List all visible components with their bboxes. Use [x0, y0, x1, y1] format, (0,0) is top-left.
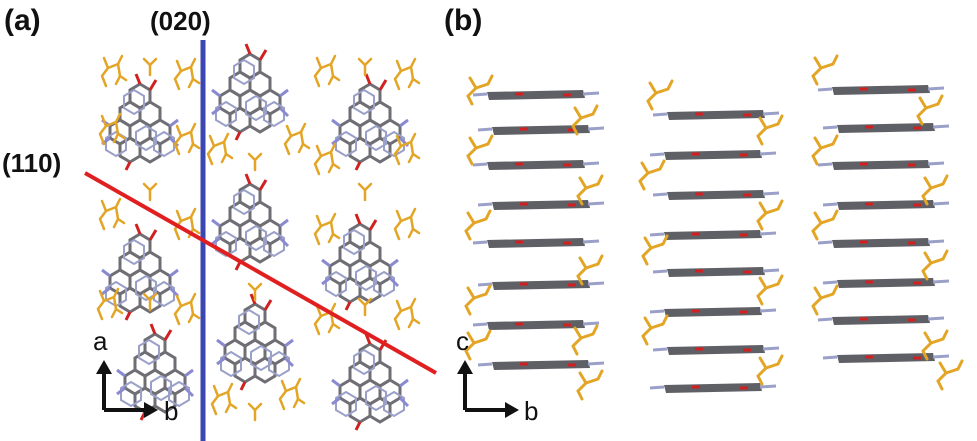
panel-a-label: (a): [4, 4, 41, 37]
axis-b-label-b: b: [524, 396, 538, 426]
axis-indicator-b: c b: [456, 326, 538, 426]
stack-column-3: [811, 54, 964, 391]
axis-a-label: a: [93, 326, 108, 356]
stack-column-1: [464, 74, 606, 401]
panel-b: (b): [444, 4, 964, 426]
axis-indicator-a: a b: [93, 326, 178, 426]
panel-a: (a) (020) (110) a b: [2, 4, 437, 441]
molecular-packing-a: [96, 42, 421, 432]
plane-110-line: [84, 171, 437, 375]
stack-column-2: [638, 79, 784, 395]
axis-c-label: c: [456, 326, 469, 356]
plane-110-label: (110): [2, 148, 61, 178]
plane-020-label: (020): [150, 6, 211, 36]
panel-b-label: (b): [444, 4, 482, 37]
axis-b-label-a: b: [164, 396, 178, 426]
